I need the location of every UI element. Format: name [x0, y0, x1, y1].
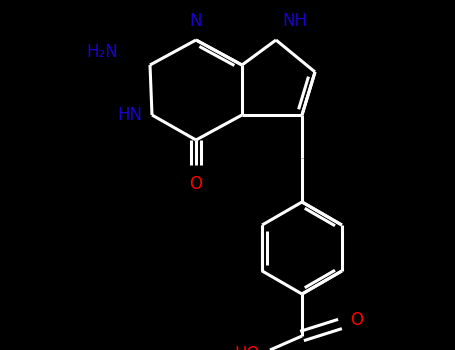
Text: O: O — [189, 175, 202, 193]
Text: N: N — [190, 12, 202, 30]
Text: H₂N: H₂N — [86, 43, 118, 61]
Text: HN: HN — [117, 106, 142, 124]
Text: NH: NH — [282, 12, 307, 30]
Text: O: O — [350, 311, 363, 329]
Text: HO: HO — [234, 345, 260, 350]
